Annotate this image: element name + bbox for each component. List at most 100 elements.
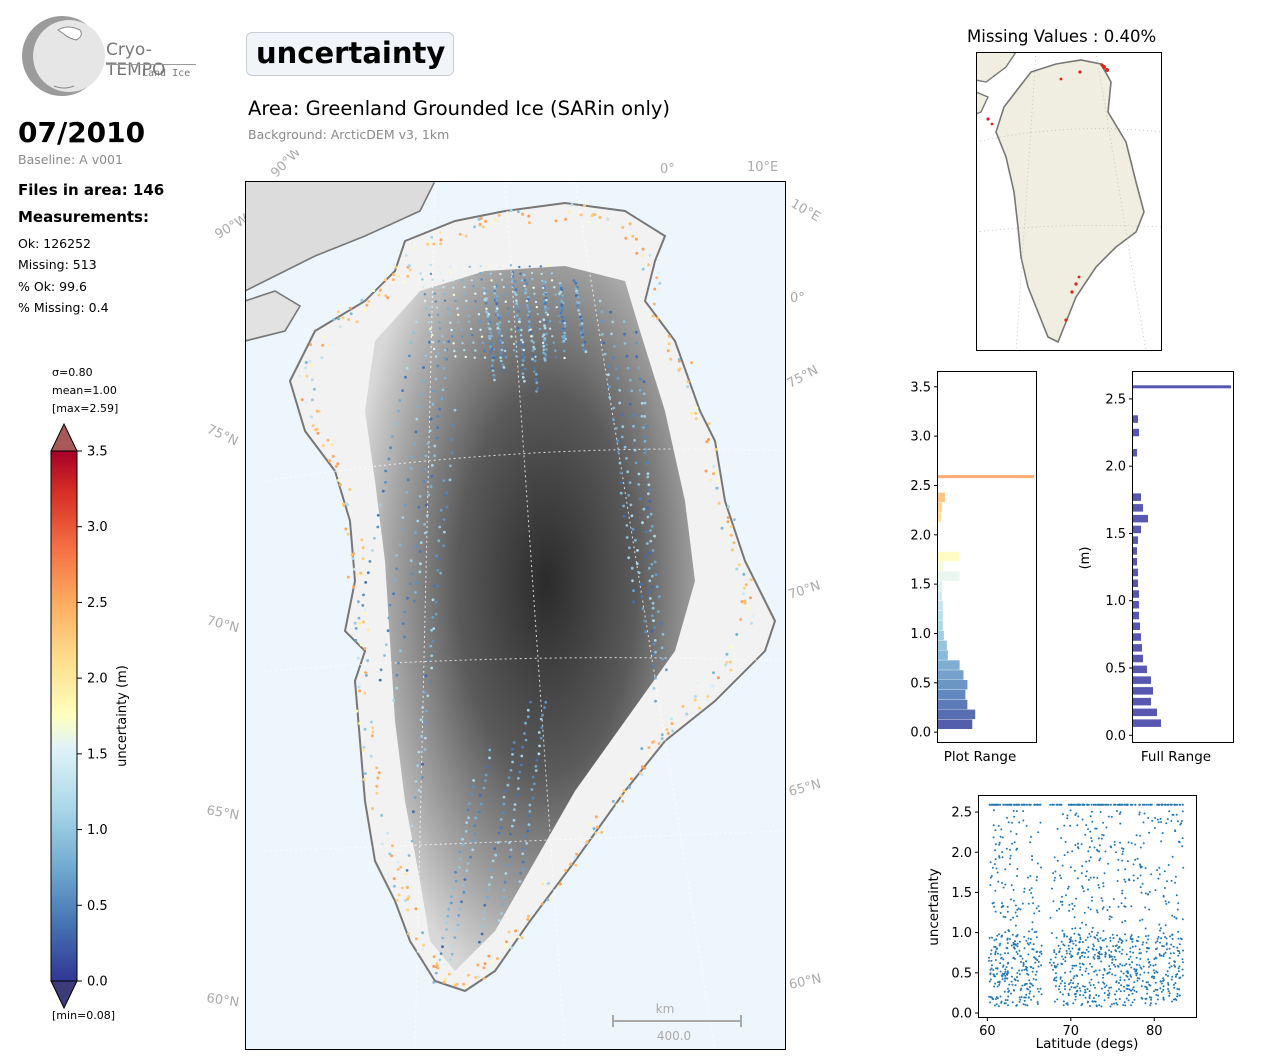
scatter-point bbox=[1016, 952, 1019, 955]
scatter-point bbox=[1131, 988, 1134, 991]
track-point bbox=[424, 503, 428, 507]
coast-point bbox=[540, 902, 544, 906]
scatter-point bbox=[1093, 846, 1096, 849]
coast-point bbox=[628, 222, 632, 226]
histogram-ylabel: (m) bbox=[1078, 547, 1093, 570]
track-point bbox=[581, 344, 585, 347]
track-point bbox=[493, 292, 496, 295]
scatter-point bbox=[990, 875, 993, 877]
scatter-point bbox=[1087, 878, 1090, 881]
track-point bbox=[512, 818, 516, 822]
scatter-point bbox=[1034, 973, 1037, 976]
track-point bbox=[438, 327, 442, 330]
scatter-point bbox=[1146, 992, 1149, 995]
scatter-point bbox=[1144, 997, 1147, 1000]
track-point bbox=[531, 775, 535, 779]
track-point bbox=[632, 589, 635, 592]
track-point bbox=[501, 902, 504, 906]
track-point bbox=[431, 402, 435, 406]
scatter-point bbox=[1007, 803, 1010, 806]
scatter-point bbox=[1143, 971, 1146, 974]
coast-point bbox=[309, 415, 313, 419]
track-point bbox=[460, 335, 464, 338]
scatter-point bbox=[1027, 876, 1029, 879]
track-point bbox=[642, 507, 646, 511]
coast-point bbox=[669, 357, 673, 361]
scatter-point bbox=[1070, 956, 1073, 959]
track-point bbox=[518, 342, 522, 346]
scatter-point bbox=[1119, 976, 1122, 979]
scatter-point bbox=[1141, 997, 1144, 1000]
track-point bbox=[554, 356, 557, 359]
coast-point bbox=[666, 349, 670, 353]
scatter-point bbox=[1087, 956, 1090, 959]
track-point bbox=[465, 821, 468, 824]
scatter-point bbox=[1064, 960, 1067, 963]
track-point bbox=[422, 366, 425, 369]
scatter-point bbox=[1015, 810, 1018, 813]
scatter-point bbox=[1141, 979, 1144, 982]
track-point bbox=[504, 872, 508, 875]
scatter-point bbox=[1165, 973, 1167, 976]
scatter-point bbox=[1009, 848, 1011, 851]
track-point bbox=[616, 439, 619, 442]
track-point bbox=[405, 491, 409, 494]
scatter-point bbox=[1148, 947, 1151, 950]
scatter-point bbox=[1083, 803, 1086, 806]
scatter-point bbox=[1090, 810, 1093, 813]
track-point bbox=[495, 295, 499, 298]
coast-point bbox=[338, 325, 342, 329]
scatter-point bbox=[989, 1001, 991, 1004]
coast-point bbox=[526, 917, 530, 921]
scatter-point bbox=[1098, 969, 1101, 972]
x-tick-label: 80 bbox=[1146, 1024, 1163, 1039]
scatter-point bbox=[1113, 1002, 1115, 1005]
track-point bbox=[488, 748, 492, 752]
track-point bbox=[563, 321, 567, 325]
scatter-point bbox=[1063, 985, 1066, 988]
coast-point bbox=[596, 825, 599, 829]
track-point bbox=[629, 503, 633, 507]
coast-point bbox=[406, 274, 410, 278]
colorbar-tick-label: 0.5 bbox=[87, 899, 108, 914]
track-point bbox=[521, 355, 524, 359]
scatter-point bbox=[1001, 972, 1004, 975]
track-point bbox=[376, 525, 380, 529]
coast-point bbox=[710, 463, 714, 467]
track-point bbox=[661, 657, 665, 661]
track-point bbox=[443, 376, 447, 380]
track-point bbox=[652, 642, 656, 646]
scatter-point bbox=[1070, 985, 1073, 988]
track-point bbox=[419, 264, 422, 267]
coast-point bbox=[510, 946, 514, 950]
track-point bbox=[530, 271, 534, 275]
y-tick-label: 2.5 bbox=[1105, 392, 1126, 407]
scatter-point bbox=[1099, 811, 1102, 813]
scatter-point bbox=[1121, 803, 1124, 806]
track-point bbox=[406, 596, 409, 600]
scatter-point bbox=[1128, 879, 1131, 881]
histogram-y-ticks: 0.00.51.01.52.02.53.03.5 bbox=[910, 380, 938, 741]
coast-point bbox=[328, 459, 331, 463]
coast-point bbox=[653, 287, 657, 291]
track-point bbox=[427, 321, 431, 324]
scatter-point bbox=[1067, 992, 1070, 995]
coast-point bbox=[730, 645, 733, 649]
scatter-point bbox=[1050, 964, 1053, 967]
scatter-point bbox=[1149, 984, 1152, 987]
coast-point bbox=[648, 253, 652, 257]
track-point bbox=[531, 277, 534, 281]
scatter-point bbox=[1024, 1003, 1027, 1006]
coast-point bbox=[742, 572, 746, 576]
coast-point bbox=[714, 470, 718, 474]
coast-point bbox=[476, 963, 480, 967]
histogram-bar bbox=[938, 660, 960, 670]
logo: Cryo-TEMPO Land Ice bbox=[18, 16, 198, 100]
coast-point bbox=[476, 975, 480, 979]
track-point bbox=[630, 566, 634, 570]
track-point bbox=[521, 372, 525, 375]
scatter-point bbox=[1032, 948, 1035, 951]
track-point bbox=[528, 810, 532, 813]
coast-point bbox=[369, 754, 373, 758]
track-point bbox=[474, 349, 477, 352]
